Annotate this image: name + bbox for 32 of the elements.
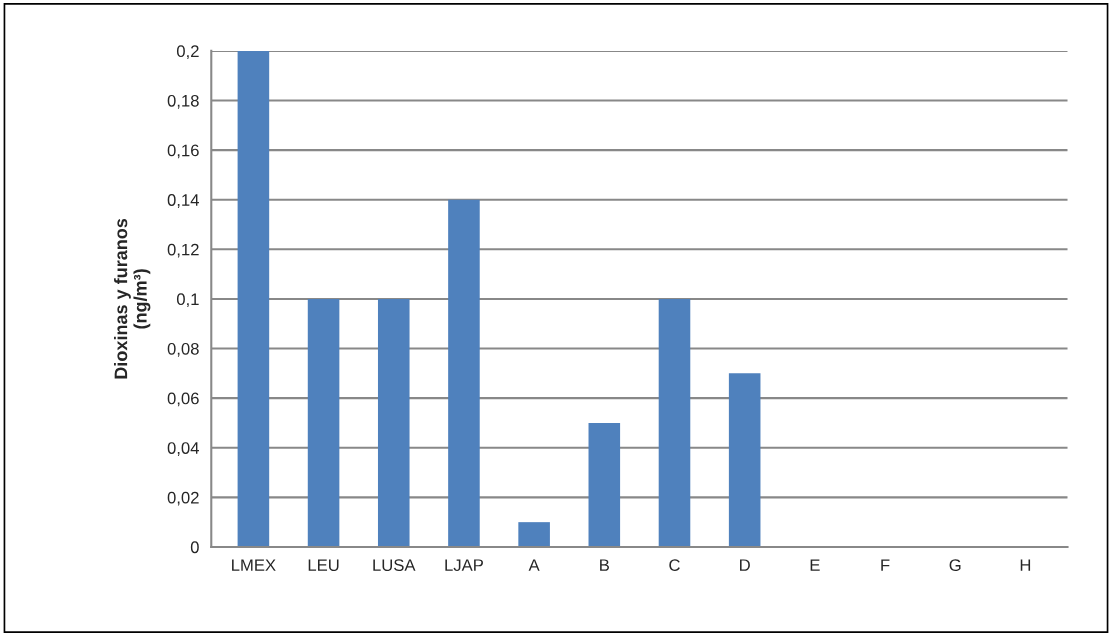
y-tick-label: 0,16 — [167, 144, 199, 159]
bar — [518, 522, 550, 547]
bar — [377, 298, 410, 547]
y-tick-label: 0,08 — [167, 342, 199, 357]
x-tick-label: E — [810, 559, 820, 571]
y-tick-label: 0,04 — [167, 442, 199, 456]
x-tick-label: H — [1020, 559, 1031, 571]
bar — [588, 422, 621, 547]
y-tick-label: 0,06 — [167, 392, 199, 407]
x-tick-label: A — [528, 559, 540, 571]
x-tick-label: LMEX — [232, 559, 276, 571]
x-tick-label: C — [669, 559, 680, 572]
bar — [658, 298, 691, 547]
y-tick-label: 0,2 — [176, 45, 199, 60]
bar — [237, 50, 270, 547]
y-tick-label: 0,14 — [167, 194, 199, 208]
x-tick-label: F — [881, 559, 890, 571]
y-tick-label: 0,1 — [176, 293, 199, 308]
x-tick-label: D — [740, 559, 750, 571]
bar — [728, 373, 761, 547]
bar — [307, 298, 340, 547]
y-axis-title: Dioxinas y furanos (ng/m³) — [114, 218, 151, 379]
y-tick-label: 0,18 — [167, 94, 199, 109]
y-tick-label: 0,12 — [167, 243, 199, 258]
x-tick-label: B — [600, 559, 609, 571]
x-tick-label: LEU — [308, 559, 339, 572]
y-tick-label: 0 — [190, 541, 199, 554]
x-tick-label: LJAP — [445, 559, 483, 572]
x-tick-label: G — [949, 559, 961, 572]
x-tick-label: LUSA — [373, 559, 416, 572]
bar — [448, 199, 480, 547]
y-tick-label: 0,02 — [167, 491, 199, 506]
